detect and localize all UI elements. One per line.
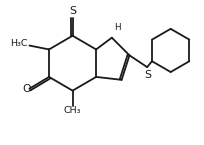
Text: O: O <box>22 84 31 94</box>
Text: S: S <box>144 70 151 80</box>
Text: S: S <box>69 6 76 16</box>
Text: CH₃: CH₃ <box>63 106 81 115</box>
Text: H₃C: H₃C <box>10 39 27 48</box>
Text: H: H <box>113 23 120 32</box>
